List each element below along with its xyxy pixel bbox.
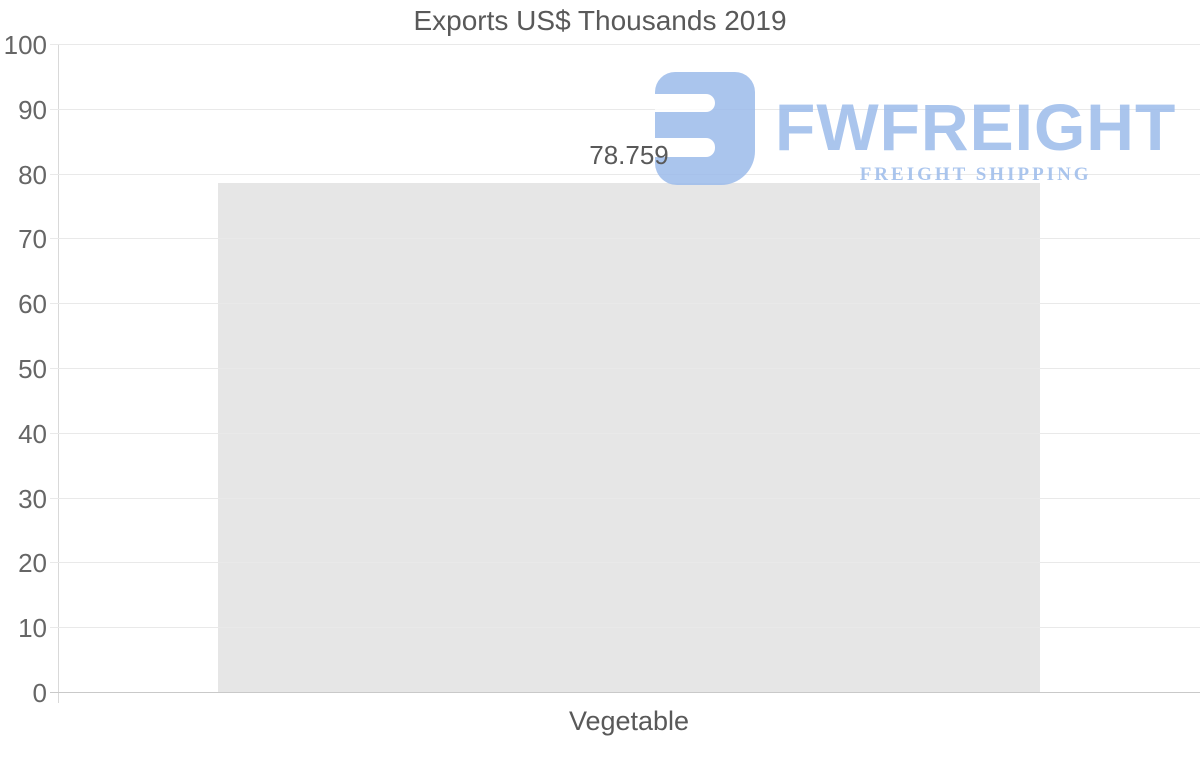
y-tick-label-50: 50 bbox=[18, 354, 47, 384]
chart-title: Exports US$ Thousands 2019 bbox=[413, 5, 787, 36]
y-tick-label-90: 90 bbox=[18, 94, 47, 125]
bar-value-label: 78.759 bbox=[589, 139, 669, 170]
gridline-70 bbox=[50, 238, 1200, 240]
y-tick-label-10: 10 bbox=[18, 613, 47, 644]
gridline-30 bbox=[50, 497, 1200, 499]
y-tick-label-80: 80 bbox=[18, 159, 47, 190]
y-tick-label-70: 70 bbox=[18, 224, 47, 255]
watermark-brand: FWFREIGHT bbox=[775, 90, 1177, 164]
fwfreight-mark-icon bbox=[655, 72, 755, 185]
y-tick-label-30: 30 bbox=[18, 483, 47, 514]
gridline-20 bbox=[50, 562, 1200, 564]
y-tick-label-100: 100 bbox=[3, 30, 47, 60]
gridline-50 bbox=[50, 368, 1200, 369]
gridline-100 bbox=[50, 44, 1200, 45]
y-axis-line bbox=[58, 45, 59, 703]
y-tick-label-0: 0 bbox=[32, 678, 47, 708]
bar-vegetable bbox=[218, 182, 1040, 693]
gridline-10 bbox=[50, 627, 1200, 629]
y-axis-tick-labels: 0 10 20 30 40 50 60 70 80 90 100 bbox=[0, 32, 47, 706]
logo-notch-bottom bbox=[655, 138, 715, 157]
watermark: FWFREIGHT FREIGHT SHIPPING bbox=[655, 70, 1176, 186]
gridline-60 bbox=[50, 303, 1200, 305]
gridline-40 bbox=[50, 432, 1200, 434]
watermark-tagline: FREIGHT SHIPPING bbox=[859, 164, 1092, 185]
y-tick-label-40: 40 bbox=[18, 418, 47, 449]
gridline-80 bbox=[50, 173, 1200, 175]
y-tick-label-60: 60 bbox=[18, 289, 47, 320]
plot-area: 78.759 bbox=[50, 44, 1200, 693]
y-tick-label-20: 20 bbox=[18, 548, 47, 579]
logo-notch-top bbox=[655, 94, 715, 112]
x-category-label: Vegetable bbox=[568, 706, 690, 736]
gridline-90 bbox=[50, 108, 1200, 110]
gridline-0 bbox=[50, 692, 1200, 693]
watermark-text: FWFREIGHT FREIGHT SHIPPING bbox=[775, 70, 1176, 186]
